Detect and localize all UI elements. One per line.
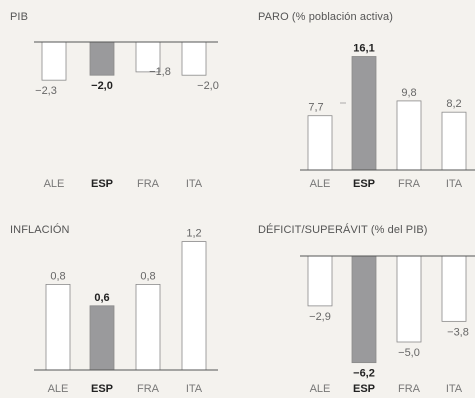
panel-4-bar-ita xyxy=(441,255,467,322)
panel-2-value-fra: 9,8 xyxy=(401,87,416,99)
panel-1-value-esp: −2,0 xyxy=(91,80,113,92)
panel-4-value-fra: −5,0 xyxy=(398,347,420,359)
panel-3-category-ita: ITA xyxy=(186,383,203,395)
panel-1-title: PIB xyxy=(10,11,28,23)
panel-1-category-ale: ALE xyxy=(44,178,65,190)
panel-1-value-ita: −2,0 xyxy=(197,80,219,92)
panel-2-category-ita: ITA xyxy=(446,178,463,190)
panel-4-value-esp: −6,2 xyxy=(353,368,375,380)
panel-3-category-esp: ESP xyxy=(91,383,113,395)
panel-1-category-ita: ITA xyxy=(186,178,203,190)
panel-1-bar-ita xyxy=(181,41,207,76)
panel-1-value-fra: −1,8 xyxy=(149,66,171,78)
panel-2-value-ale: 7,7 xyxy=(308,102,323,114)
panel-3-title: INFLACIÓN xyxy=(10,223,70,236)
panel-4-category-ale: ALE xyxy=(310,383,331,395)
panel-3-value-ita: 1,2 xyxy=(186,228,201,240)
panel-1-bar-fra xyxy=(135,41,161,73)
panel-2-title: PARO (% población activa) xyxy=(258,11,393,23)
panel-3-bar-fra xyxy=(135,283,161,371)
panel-2-bar-fra xyxy=(396,100,422,171)
panel-4-value-ita: −3,8 xyxy=(447,326,469,338)
panel-3-bar-ale xyxy=(45,283,71,371)
panel-4-category-esp: ESP xyxy=(353,383,375,395)
panel-2-bar-ita xyxy=(441,111,467,171)
panel-3-category-ale: ALE xyxy=(48,383,69,395)
panel-2-value-esp: 16,1 xyxy=(353,42,374,54)
panel-4-category-ita: ITA xyxy=(446,383,463,395)
panel-1-bar-ale xyxy=(41,41,67,81)
panel-4-value-ale: −2,9 xyxy=(309,311,331,323)
panel-2-bar-ale xyxy=(307,115,333,171)
panel-4-bar-esp xyxy=(351,255,377,364)
panel-3-bar-ita xyxy=(181,241,207,371)
panel-1-bar-esp xyxy=(89,41,115,76)
panel-4-category-fra: FRA xyxy=(398,383,421,395)
panel-3-category-fra: FRA xyxy=(137,383,160,395)
panel-4-title: DÉFICIT/SUPERÁVIT (% del PIB) xyxy=(258,223,428,236)
panel-2-value-ita: 8,2 xyxy=(446,98,461,110)
panel-2-bar-esp xyxy=(351,56,377,171)
panel-3-value-ale: 0,8 xyxy=(50,270,65,282)
panel-2-category-fra: FRA xyxy=(398,178,421,190)
panel-2-category-ale: ALE xyxy=(310,178,331,190)
panel-4-bar-ale xyxy=(307,255,333,307)
panel-2-category-esp: ESP xyxy=(353,178,375,190)
panel-1-category-fra: FRA xyxy=(137,178,160,190)
panel-1-value-ale: −2,3 xyxy=(35,85,57,97)
panel-3-value-fra: 0,8 xyxy=(140,270,155,282)
panel-4-bar-fra xyxy=(396,255,422,343)
panel-3-value-esp: 0,6 xyxy=(94,292,109,304)
panel-3-bar-esp xyxy=(89,305,115,371)
panel-1-category-esp: ESP xyxy=(91,178,113,190)
